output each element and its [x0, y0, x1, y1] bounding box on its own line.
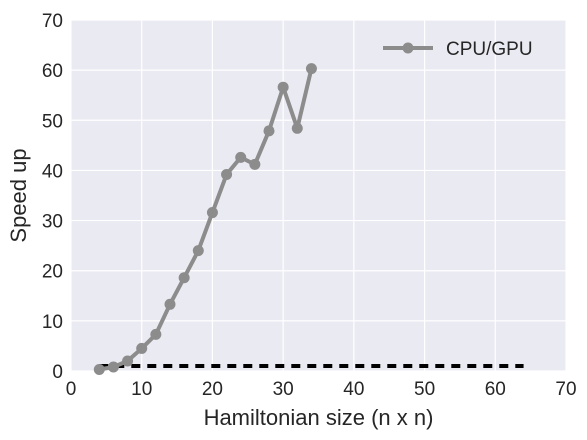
- data-point: [235, 151, 247, 163]
- data-point: [122, 355, 134, 367]
- y-tick-label: 10: [42, 312, 63, 333]
- y-tick-label: 0: [52, 362, 63, 383]
- y-tick-label: 30: [42, 212, 63, 233]
- data-point: [192, 245, 204, 257]
- data-point: [107, 361, 119, 373]
- x-tick-label: 40: [343, 379, 364, 400]
- grid: [70, 19, 567, 372]
- data-point: [249, 158, 261, 170]
- data-point: [178, 272, 190, 284]
- y-axis-ticks: 0 10 20 30 40 50 60 70: [42, 11, 63, 383]
- y-axis-label: Speed up: [6, 148, 31, 242]
- plot-background: [71, 20, 566, 371]
- x-tick-label: 30: [273, 379, 294, 400]
- x-tick-label: 10: [131, 379, 152, 400]
- x-tick-label: 0: [66, 379, 77, 400]
- data-point: [136, 342, 148, 354]
- data-point: [150, 328, 162, 340]
- data-point: [93, 363, 105, 375]
- series-layer: [93, 63, 524, 375]
- x-tick-label: 70: [555, 379, 576, 400]
- x-axis-label: Hamiltonian size (n x n): [204, 405, 434, 430]
- data-point: [277, 81, 289, 93]
- y-tick-label: 20: [42, 262, 63, 283]
- series-line-cpu-gpu: [98, 68, 314, 372]
- x-tick-label: 50: [414, 379, 435, 400]
- data-point: [263, 125, 275, 137]
- y-tick-label: 50: [42, 111, 63, 132]
- data-point: [305, 63, 317, 75]
- x-axis-ticks: 0 10 20 30 40 50 60 70: [66, 379, 577, 400]
- x-tick-label: 20: [202, 379, 223, 400]
- data-point: [221, 168, 233, 180]
- legend-marker: [402, 42, 414, 54]
- data-point: [206, 207, 218, 219]
- y-tick-label: 70: [42, 11, 63, 32]
- data-point: [291, 122, 303, 134]
- y-tick-label: 60: [42, 61, 63, 82]
- data-point: [164, 298, 176, 310]
- y-tick-label: 40: [42, 161, 63, 182]
- legend: CPU/GPU: [383, 39, 533, 60]
- x-tick-label: 60: [485, 379, 506, 400]
- legend-label: CPU/GPU: [446, 39, 533, 60]
